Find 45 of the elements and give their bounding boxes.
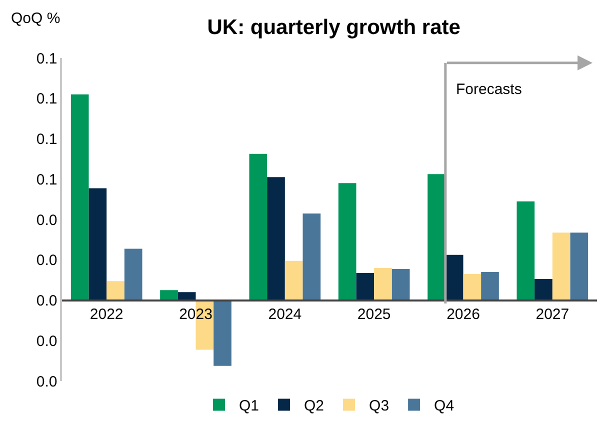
- y-tick-label: 0.0: [36, 212, 58, 229]
- y-tick-label: 0.0: [36, 332, 58, 350]
- bar: [267, 177, 285, 300]
- bar: [249, 154, 268, 300]
- bar: [570, 232, 588, 300]
- bar: [516, 201, 535, 300]
- y-axis-title: QoQ %: [11, 10, 60, 27]
- y-tick-label: 0.1: [36, 171, 58, 188]
- legend-label: Q1: [239, 398, 260, 415]
- x-tick-label: 2026: [446, 306, 480, 323]
- bar: [463, 274, 482, 300]
- bar: [70, 94, 89, 300]
- bar: [88, 188, 107, 300]
- bar: [124, 248, 142, 300]
- x-tick-label: 2027: [536, 306, 570, 323]
- bar: [160, 290, 178, 300]
- chart-title: UK: quarterly growth rate: [207, 16, 460, 40]
- legend-label: Q4: [434, 398, 454, 415]
- legend-label: Q2: [304, 398, 324, 415]
- bar: [392, 268, 410, 300]
- bar: [284, 260, 303, 300]
- x-tick-label: 2023: [179, 306, 212, 323]
- y-tick-label: 0.1: [36, 131, 58, 148]
- bar: [302, 213, 321, 300]
- y-tick-label: 0.0: [36, 252, 58, 270]
- bar: [106, 281, 124, 300]
- y-tick-label: 0.1: [36, 50, 58, 68]
- bar: [445, 254, 464, 300]
- y-tick-label: 0.0: [36, 292, 58, 310]
- x-tick-label: 2024: [268, 306, 302, 323]
- bar: [374, 268, 392, 300]
- annotation: Forecasts: [456, 81, 522, 98]
- bar: [552, 232, 570, 300]
- y-tick-label: 0.0: [36, 373, 58, 390]
- x-tick-label: 2025: [357, 306, 391, 323]
- bar: [356, 273, 374, 300]
- bar: [214, 300, 232, 366]
- bar: [428, 174, 446, 300]
- legend-label: Q3: [369, 398, 390, 415]
- x-tick-label: 2022: [90, 306, 124, 323]
- y-tick-label: 0.1: [36, 90, 58, 108]
- bar: [534, 279, 552, 300]
- bar: [178, 292, 196, 300]
- bar: [338, 183, 356, 300]
- bar: [481, 272, 499, 300]
